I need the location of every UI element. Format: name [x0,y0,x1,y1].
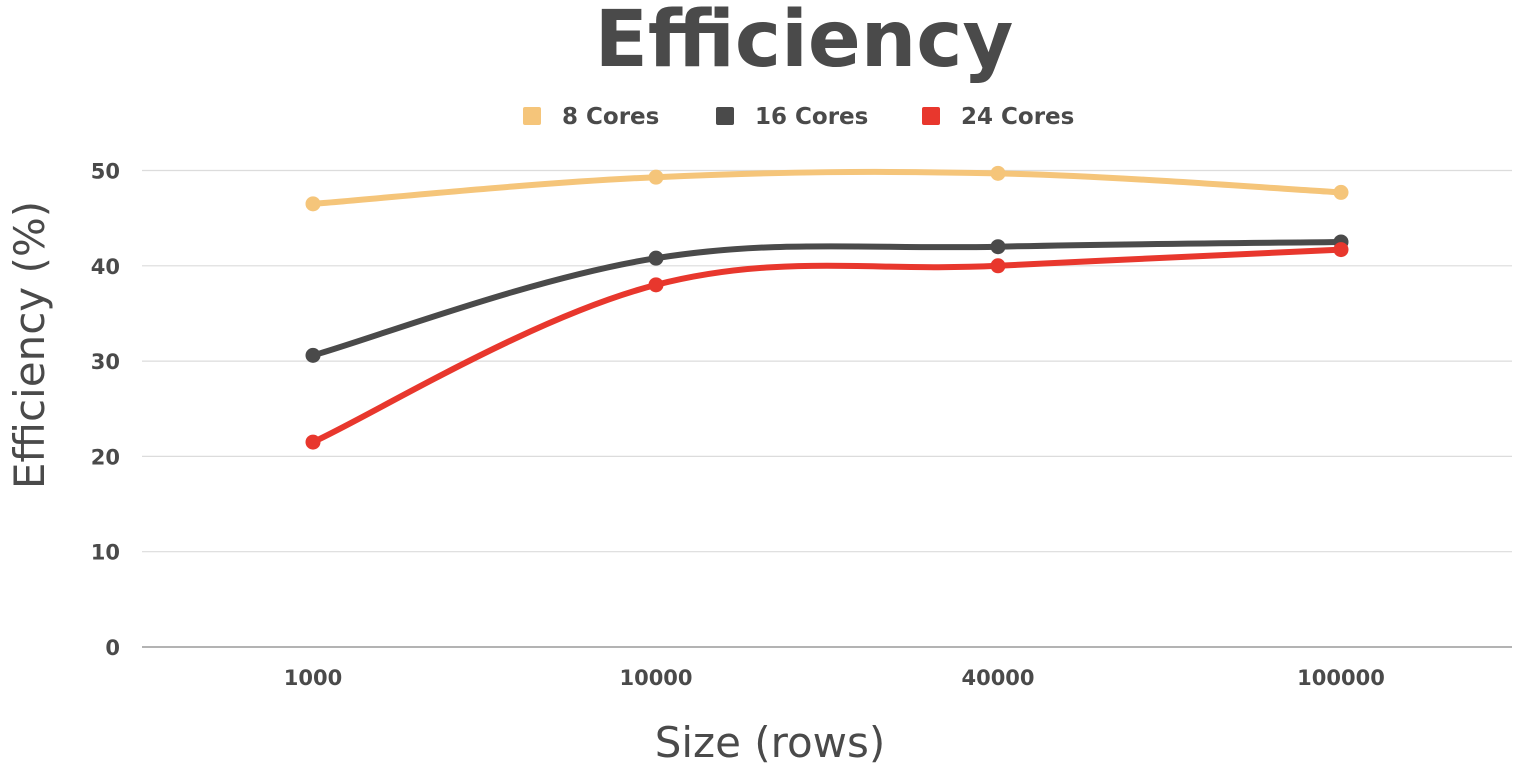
x-tick-label: 40000 [961,666,1034,690]
series-line-16-cores [310,239,1344,359]
x-tick-label: 10000 [619,666,692,690]
legend-label: 8 Cores [562,104,659,130]
series-line-8-cores [310,168,1344,207]
y-tick-label: 40 [91,255,120,279]
y-tick-label: 50 [91,160,120,184]
series-line-24-cores [310,246,1344,446]
y-tick-label: 20 [91,445,120,469]
data-point-16-cores [305,347,321,363]
data-point-8-cores [648,169,664,185]
legend: 8 Cores 16 Cores 24 Cores [523,104,1074,130]
series-lines [310,168,1344,446]
legend-item-16-cores: 16 Cores [716,104,868,130]
series-points [305,165,1349,450]
y-tick-label: 30 [91,350,120,374]
data-point-24-cores [990,258,1006,274]
data-point-24-cores [305,434,321,450]
data-point-8-cores [990,165,1006,181]
x-tick-label: 1000 [284,666,342,690]
data-point-8-cores [1333,184,1349,200]
data-point-8-cores [305,196,321,212]
legend-item-8-cores: 8 Cores [523,104,659,130]
y-axis-ticks: 0 10 20 30 40 50 [91,160,120,661]
x-axis-ticks: 1000 10000 40000 100000 [284,666,1385,690]
data-point-16-cores [648,250,664,266]
legend-item-24-cores: 24 Cores [922,104,1074,130]
legend-swatch [716,107,734,125]
legend-label: 24 Cores [961,104,1074,130]
data-point-24-cores [648,277,664,293]
y-axis-label: Efficiency (%) [5,201,54,489]
y-tick-label: 0 [105,636,120,660]
data-point-24-cores [1333,242,1349,258]
legend-label: 16 Cores [755,104,868,130]
y-tick-label: 10 [91,541,120,565]
data-point-16-cores [990,239,1006,255]
x-tick-label: 100000 [1297,666,1385,690]
legend-swatch [922,107,940,125]
x-axis-label: Size (rows) [655,718,886,764]
legend-swatch [523,107,541,125]
chart-title: Efficiency [595,0,1014,85]
